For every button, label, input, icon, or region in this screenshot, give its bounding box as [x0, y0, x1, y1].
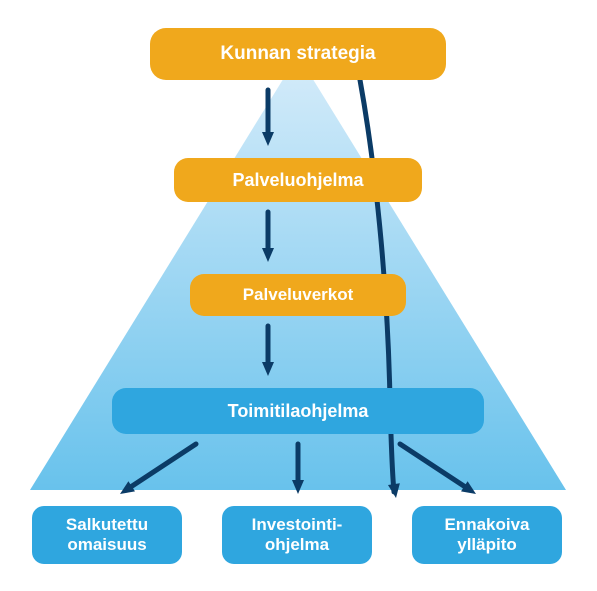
- node-label: Kunnan strategia: [220, 43, 375, 65]
- node-palveluohjelma: Palveluohjelma: [174, 158, 422, 202]
- node-kunnan-strategia: Kunnan strategia: [150, 28, 446, 80]
- node-label: Investointi- ohjelma: [252, 515, 343, 554]
- node-salkutettu-omaisuus: Salkutettu omaisuus: [32, 506, 182, 564]
- diagram-canvas: Kunnan strategia Palveluohjelma Palveluv…: [0, 0, 597, 591]
- node-palveluverkot: Palveluverkot: [190, 274, 406, 316]
- node-label: Ennakoiva ylläpito: [444, 515, 529, 554]
- node-investointiohjelma: Investointi- ohjelma: [222, 506, 372, 564]
- node-label: Toimitilaohjelma: [228, 401, 369, 422]
- node-label: Palveluverkot: [243, 285, 354, 305]
- node-label: Salkutettu omaisuus: [66, 515, 148, 554]
- node-label: Palveluohjelma: [232, 170, 363, 191]
- node-toimitilaohjelma: Toimitilaohjelma: [112, 388, 484, 434]
- node-ennakoiva-yllapito: Ennakoiva ylläpito: [412, 506, 562, 564]
